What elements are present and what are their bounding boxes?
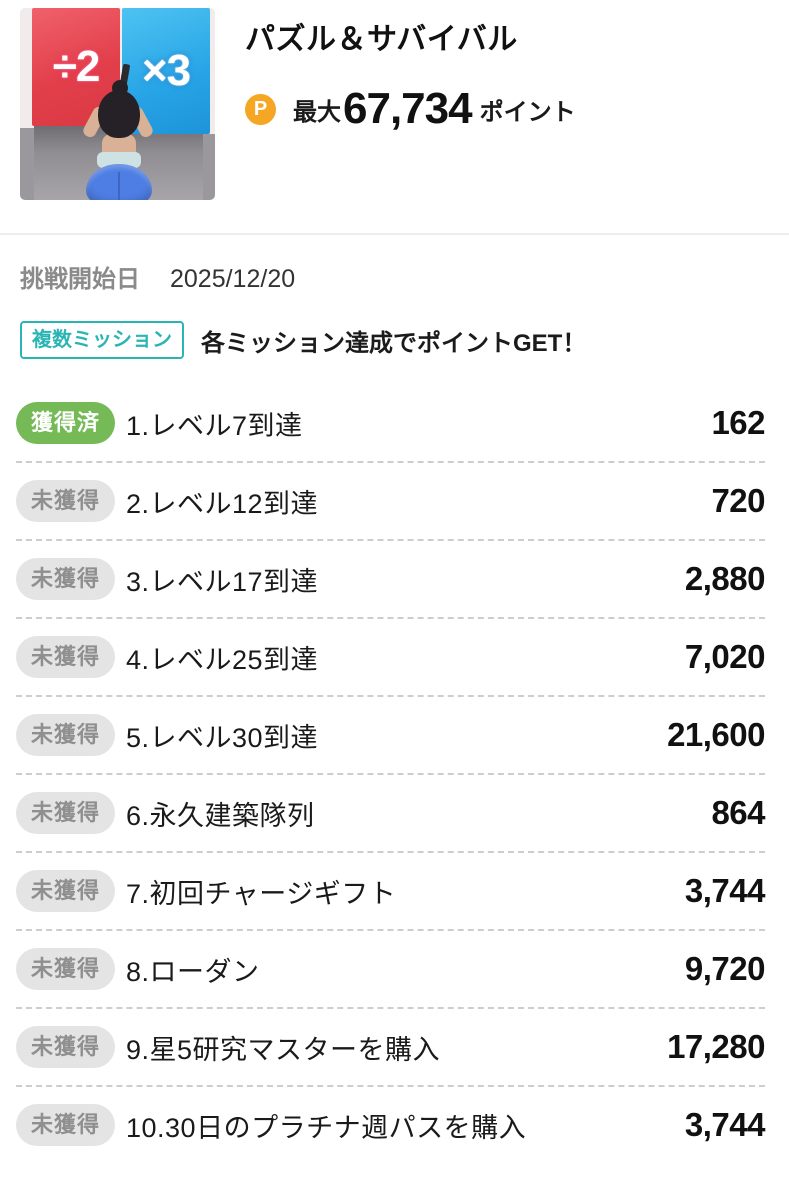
character-hair (97, 90, 140, 138)
mission-row: 未獲得 3.レベル17到達 2,880 (16, 539, 766, 617)
mission-label: 7.初回チャージギフト (126, 878, 397, 909)
mission-row: 未獲得 9.星5研究マスターを購入 17,280 (16, 1007, 765, 1085)
mission-row: 未獲得 7.初回チャージギフト 3,744 (16, 851, 766, 929)
points-suffix: ポイント (479, 98, 576, 126)
status-badge: 未獲得 (16, 1026, 115, 1068)
gate-multiply-label: ×3 (141, 46, 191, 95)
start-date-row: 挑戦開始日 2025/12/20 (20, 259, 769, 294)
mission-label: 1.レベル7到達 (126, 410, 303, 441)
mission-points: 3,744 (684, 872, 766, 909)
mission-row: 未獲得 5.レベル30到達 21,600 (16, 695, 765, 773)
character-top (96, 152, 141, 168)
app-thumbnail[interactable]: ÷2 ×3 (20, 8, 215, 200)
mission-label: 4.レベル25到達 (126, 644, 319, 675)
mission-points: 9,720 (684, 950, 766, 987)
mission-row: 獲得済 1.レベル7到達 162 (16, 385, 765, 461)
mission-label: 2.レベル12到達 (126, 488, 319, 519)
mission-label: 8.ローダン (126, 956, 260, 987)
mission-points: 17,280 (667, 1028, 765, 1065)
campaign-info: 挑戦開始日 2025/12/20 複数ミッション 各ミッション達成でポイントGE… (0, 235, 789, 359)
status-badge: 未獲得 (16, 714, 115, 756)
status-badge: 未獲得 (16, 558, 115, 600)
status-badge: 未獲得 (16, 870, 115, 912)
mission-label: 3.レベル17到達 (126, 566, 319, 597)
multi-mission-badge: 複数ミッション (20, 321, 184, 359)
app-title: パズル＆サバイバル (245, 23, 518, 56)
thumb-character (70, 63, 166, 200)
mission-points: 7,020 (684, 638, 766, 675)
mission-row: 未獲得 10.30日のプラチナ週パスを購入 3,744 (16, 1085, 766, 1163)
mission-type-row: 複数ミッション 各ミッション達成でポイントGET！ (20, 321, 769, 359)
mission-row: 未獲得 4.レベル25到達 7,020 (16, 617, 766, 695)
status-badge: 未獲得 (16, 792, 115, 834)
max-points-row: P 最大 67,734 ポイント (245, 87, 576, 131)
mission-description: 各ミッション達成でポイントGET！ (201, 329, 587, 357)
section-divider (0, 233, 789, 235)
mission-label: 10.30日のプラチナ週パスを購入 (126, 1112, 527, 1143)
status-badge: 未獲得 (16, 480, 115, 522)
mission-list: 獲得済 1.レベル7到達 162 未獲得 2.レベル12到達 720 未獲得 3… (0, 385, 789, 1163)
character-pants-seam (117, 172, 120, 200)
header-text-block: パズル＆サバイバル P 最大 67,734 ポイント (215, 8, 576, 200)
mission-label: 6.永久建築隊列 (126, 800, 315, 831)
mission-points: 162 (711, 404, 765, 441)
start-date-value: 2025/12/20 (170, 265, 296, 293)
mission-points: 21,600 (667, 716, 765, 753)
mission-label: 5.レベル30到達 (126, 722, 319, 753)
status-badge: 未獲得 (16, 948, 115, 990)
start-date-label: 挑戦開始日 (20, 266, 140, 293)
point-coin-letter: P (253, 98, 268, 120)
mission-row: 未獲得 6.永久建築隊列 864 (16, 773, 765, 851)
point-coin-icon: P (245, 93, 276, 125)
mission-row: 未獲得 2.レベル12到達 720 (16, 461, 765, 539)
gate-divide-label: ÷2 (52, 42, 101, 91)
max-points-value: 67,734 (343, 84, 473, 133)
mission-points: 2,880 (684, 560, 766, 597)
mission-row: 未獲得 8.ローダン 9,720 (16, 929, 766, 1007)
status-badge: 未獲得 (16, 636, 115, 678)
mission-points: 3,744 (684, 1106, 766, 1143)
app-header: ÷2 ×3 パズル＆サバイバル P (0, 0, 789, 200)
mission-points: 864 (711, 794, 765, 831)
points-prefix: 最大 (293, 98, 341, 126)
mission-label: 9.星5研究マスターを購入 (126, 1034, 441, 1065)
status-badge: 未獲得 (16, 1104, 115, 1146)
status-badge: 獲得済 (16, 402, 115, 444)
mission-points: 720 (711, 482, 765, 519)
